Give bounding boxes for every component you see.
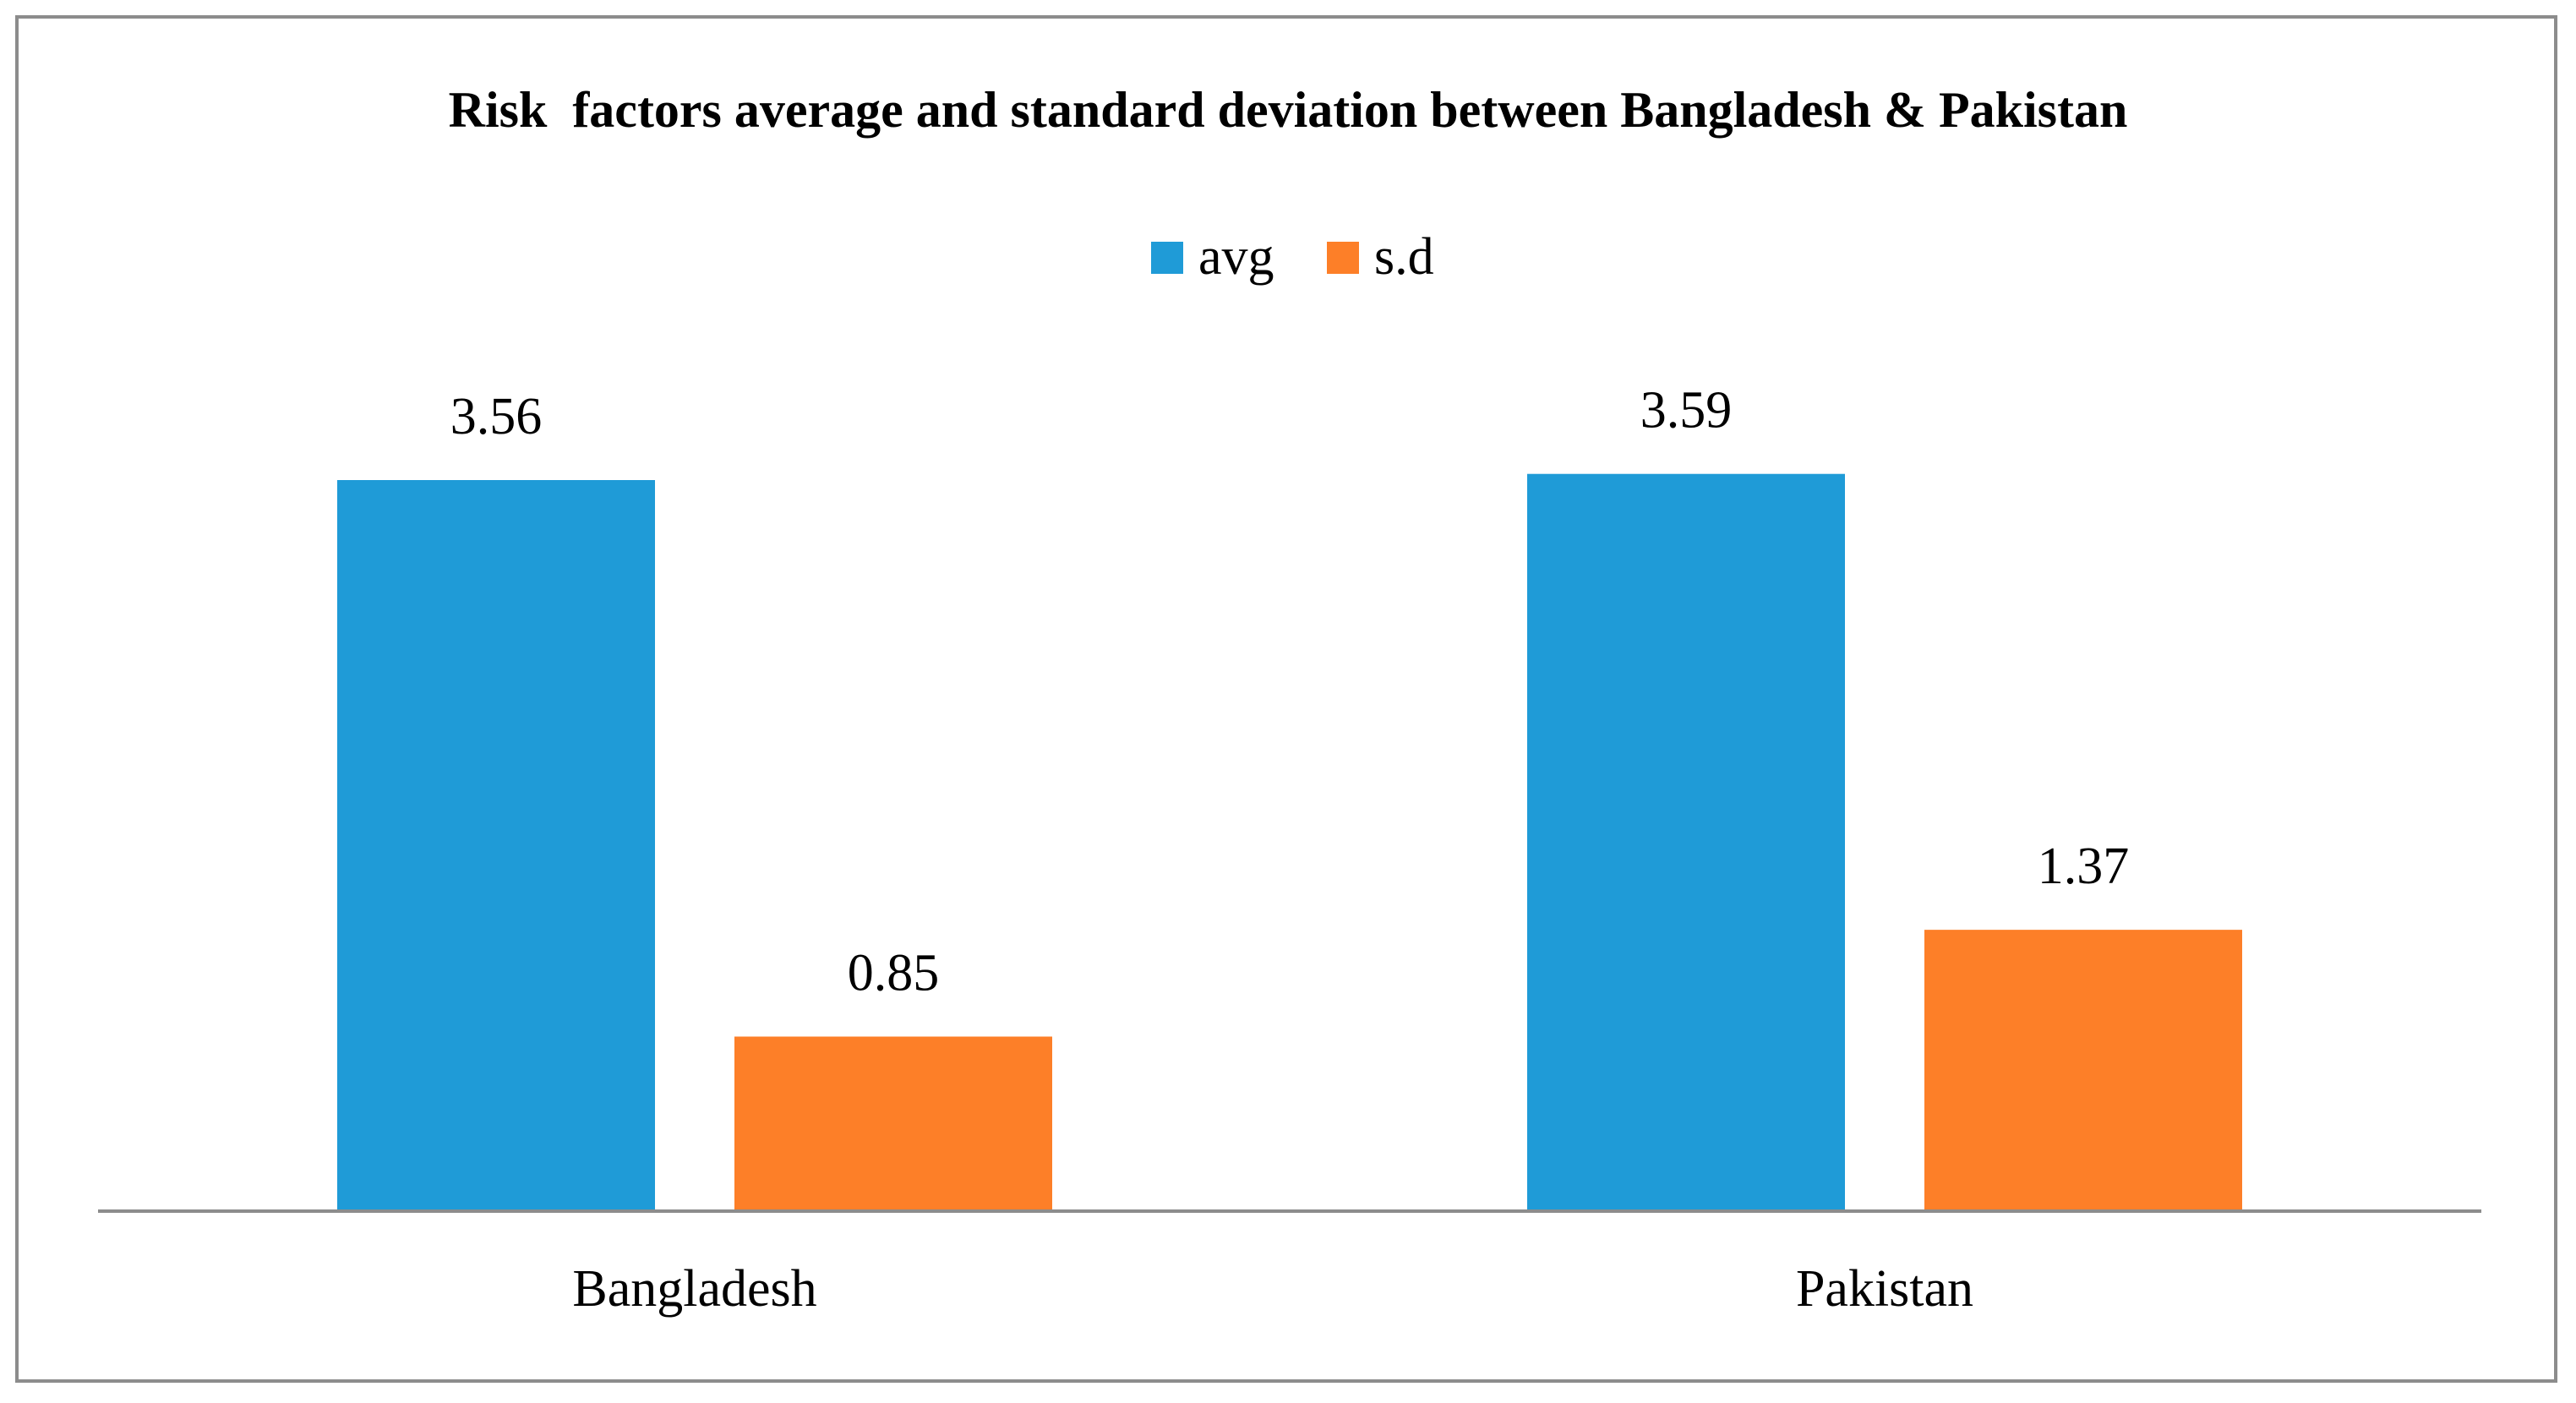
- bar-avg-bangladesh: [337, 480, 655, 1211]
- category-label-bangladesh: Bangladesh: [572, 1260, 816, 1318]
- data-labels-group: 3.56 3.59 0.85 1.37: [450, 382, 2130, 1002]
- bar-avg-pakistan: [1527, 473, 1845, 1211]
- data-label-avg-bangladesh: 3.56: [450, 388, 543, 445]
- category-label-pakistan: Pakistan: [1796, 1260, 1973, 1318]
- legend-swatch-sd: [1327, 242, 1359, 274]
- legend-label-sd: s.d: [1374, 228, 1434, 286]
- legend-swatch-avg: [1151, 242, 1183, 274]
- bar-sd-bangladesh: [734, 1036, 1052, 1211]
- category-labels-group: Bangladesh Pakistan: [572, 1260, 1973, 1318]
- data-label-sd-pakistan: 1.37: [2038, 838, 2130, 895]
- data-label-avg-pakistan: 3.59: [1640, 382, 1733, 439]
- legend: avg s.d: [1151, 228, 1434, 286]
- chart-title: Risk factors average and standard deviat…: [449, 82, 2128, 138]
- data-label-sd-bangladesh: 0.85: [848, 944, 940, 1002]
- legend-label-avg: avg: [1198, 228, 1274, 286]
- bars-group: [337, 473, 2242, 1211]
- bar-sd-pakistan: [1924, 930, 2242, 1211]
